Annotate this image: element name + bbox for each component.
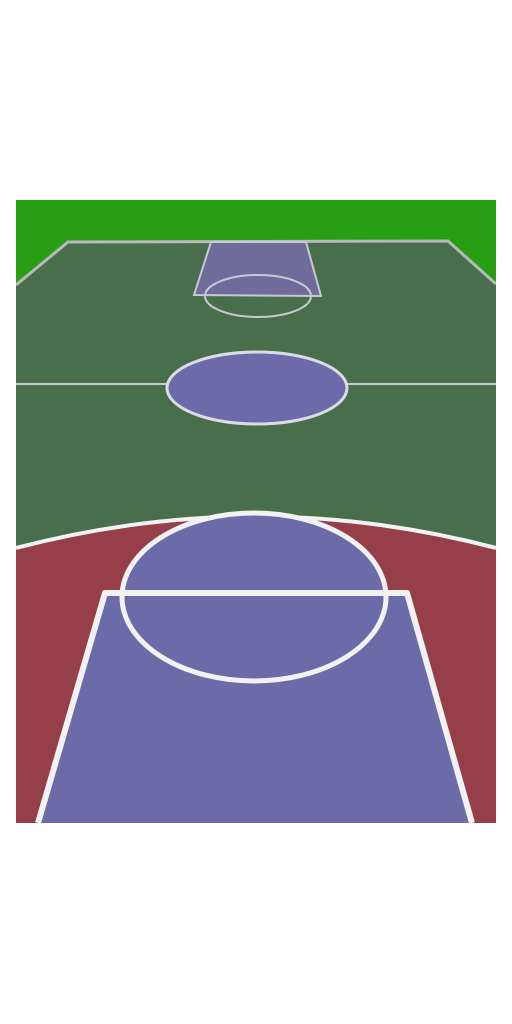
near-paint — [38, 593, 472, 823]
near-free-throw-circle-outline — [119, 510, 389, 684]
far-free-throw-circle — [204, 274, 312, 318]
center-circle — [165, 350, 349, 426]
near-paint-outline — [35, 590, 475, 823]
basketball-court — [16, 200, 496, 823]
far-paint — [192, 241, 323, 298]
court-viewport — [16, 200, 496, 823]
